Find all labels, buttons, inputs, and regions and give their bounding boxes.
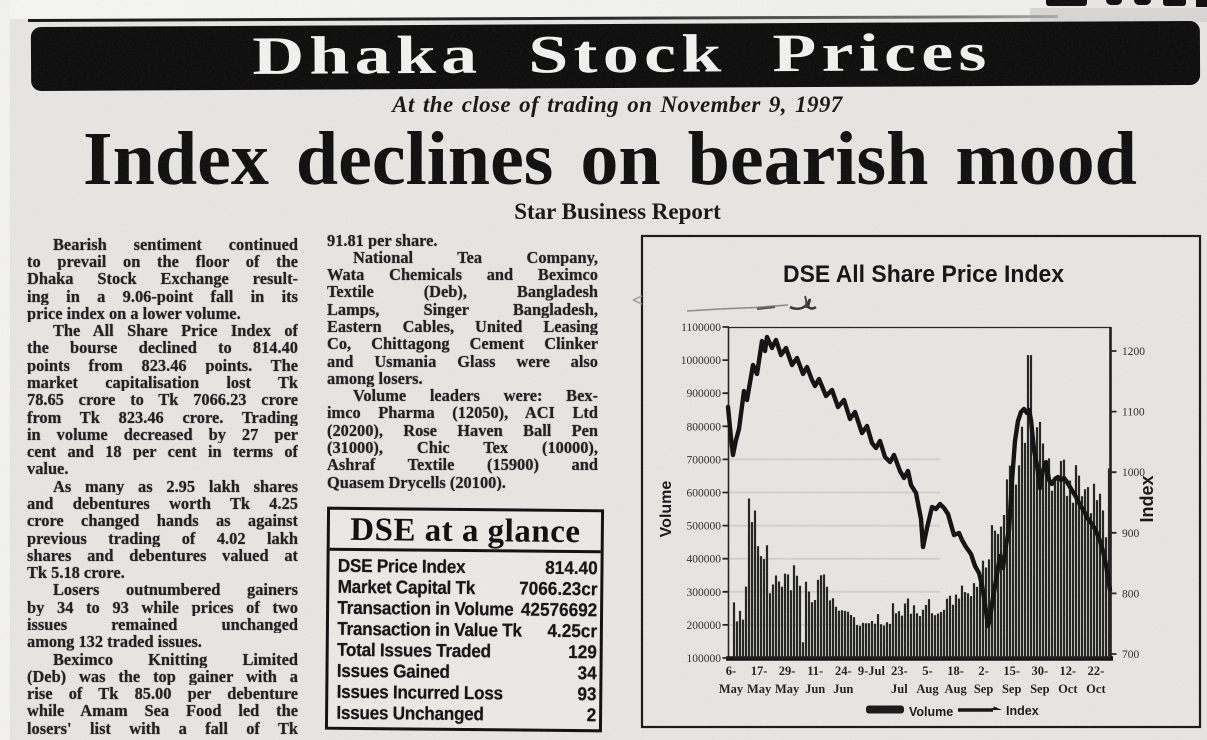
svg-text:May: May — [775, 682, 800, 696]
svg-text:100000: 100000 — [687, 653, 722, 665]
svg-text:Jul: Jul — [891, 682, 908, 696]
svg-text:600000: 600000 — [687, 488, 722, 500]
svg-text:18-: 18- — [947, 664, 964, 678]
svg-text:Jun: Jun — [833, 682, 853, 696]
svg-text:Sep: Sep — [1002, 682, 1022, 696]
svg-text:Oct: Oct — [1086, 682, 1106, 696]
svg-text:6-: 6- — [726, 664, 736, 678]
svg-text:700: 700 — [1122, 649, 1140, 661]
svg-text:300000: 300000 — [687, 587, 722, 599]
svg-text:800: 800 — [1122, 588, 1140, 600]
svg-text:Sep: Sep — [974, 682, 994, 696]
svg-text:500000: 500000 — [687, 521, 722, 533]
svg-text:Aug: Aug — [916, 682, 939, 696]
svg-text:200000: 200000 — [687, 620, 722, 632]
svg-text:23-: 23- — [891, 664, 908, 678]
svg-text:800000: 800000 — [687, 421, 722, 433]
svg-text:Volume: Volume — [909, 705, 953, 719]
svg-text:Jun: Jun — [805, 682, 825, 696]
svg-text:1100000: 1100000 — [681, 322, 721, 334]
svg-text:30-: 30- — [1031, 664, 1048, 678]
svg-text:900000: 900000 — [687, 388, 722, 400]
svg-text:Index: Index — [1006, 704, 1039, 718]
svg-text:2-: 2- — [978, 664, 988, 678]
svg-text:22-: 22- — [1088, 664, 1105, 678]
svg-text:29-: 29- — [779, 664, 796, 678]
svg-text:Aug: Aug — [944, 682, 967, 696]
svg-text:1200: 1200 — [1122, 346, 1145, 358]
svg-text:900: 900 — [1122, 528, 1140, 540]
svg-text:9-Jul: 9-Jul — [858, 664, 886, 678]
svg-text:May: May — [747, 682, 772, 696]
svg-text:Volume: Volume — [658, 481, 675, 538]
svg-text:5-: 5- — [922, 664, 932, 678]
svg-text:12-: 12- — [1059, 664, 1076, 678]
svg-text:May: May — [719, 682, 744, 696]
svg-text:Sep: Sep — [1030, 682, 1050, 696]
svg-text:Oct: Oct — [1058, 682, 1078, 696]
svg-text:700000: 700000 — [687, 454, 722, 466]
svg-text:15-: 15- — [1003, 664, 1020, 678]
svg-text:400000: 400000 — [687, 554, 722, 566]
svg-text:Index: Index — [1137, 475, 1157, 522]
svg-text:1100: 1100 — [1122, 407, 1145, 419]
svg-text:24-: 24- — [835, 664, 852, 678]
svg-text:11-: 11- — [807, 664, 823, 678]
svg-text:DSE All Share Price Index: DSE All Share Price Index — [783, 261, 1065, 288]
svg-text:17-: 17- — [751, 664, 768, 678]
svg-text:1000000: 1000000 — [681, 355, 722, 367]
